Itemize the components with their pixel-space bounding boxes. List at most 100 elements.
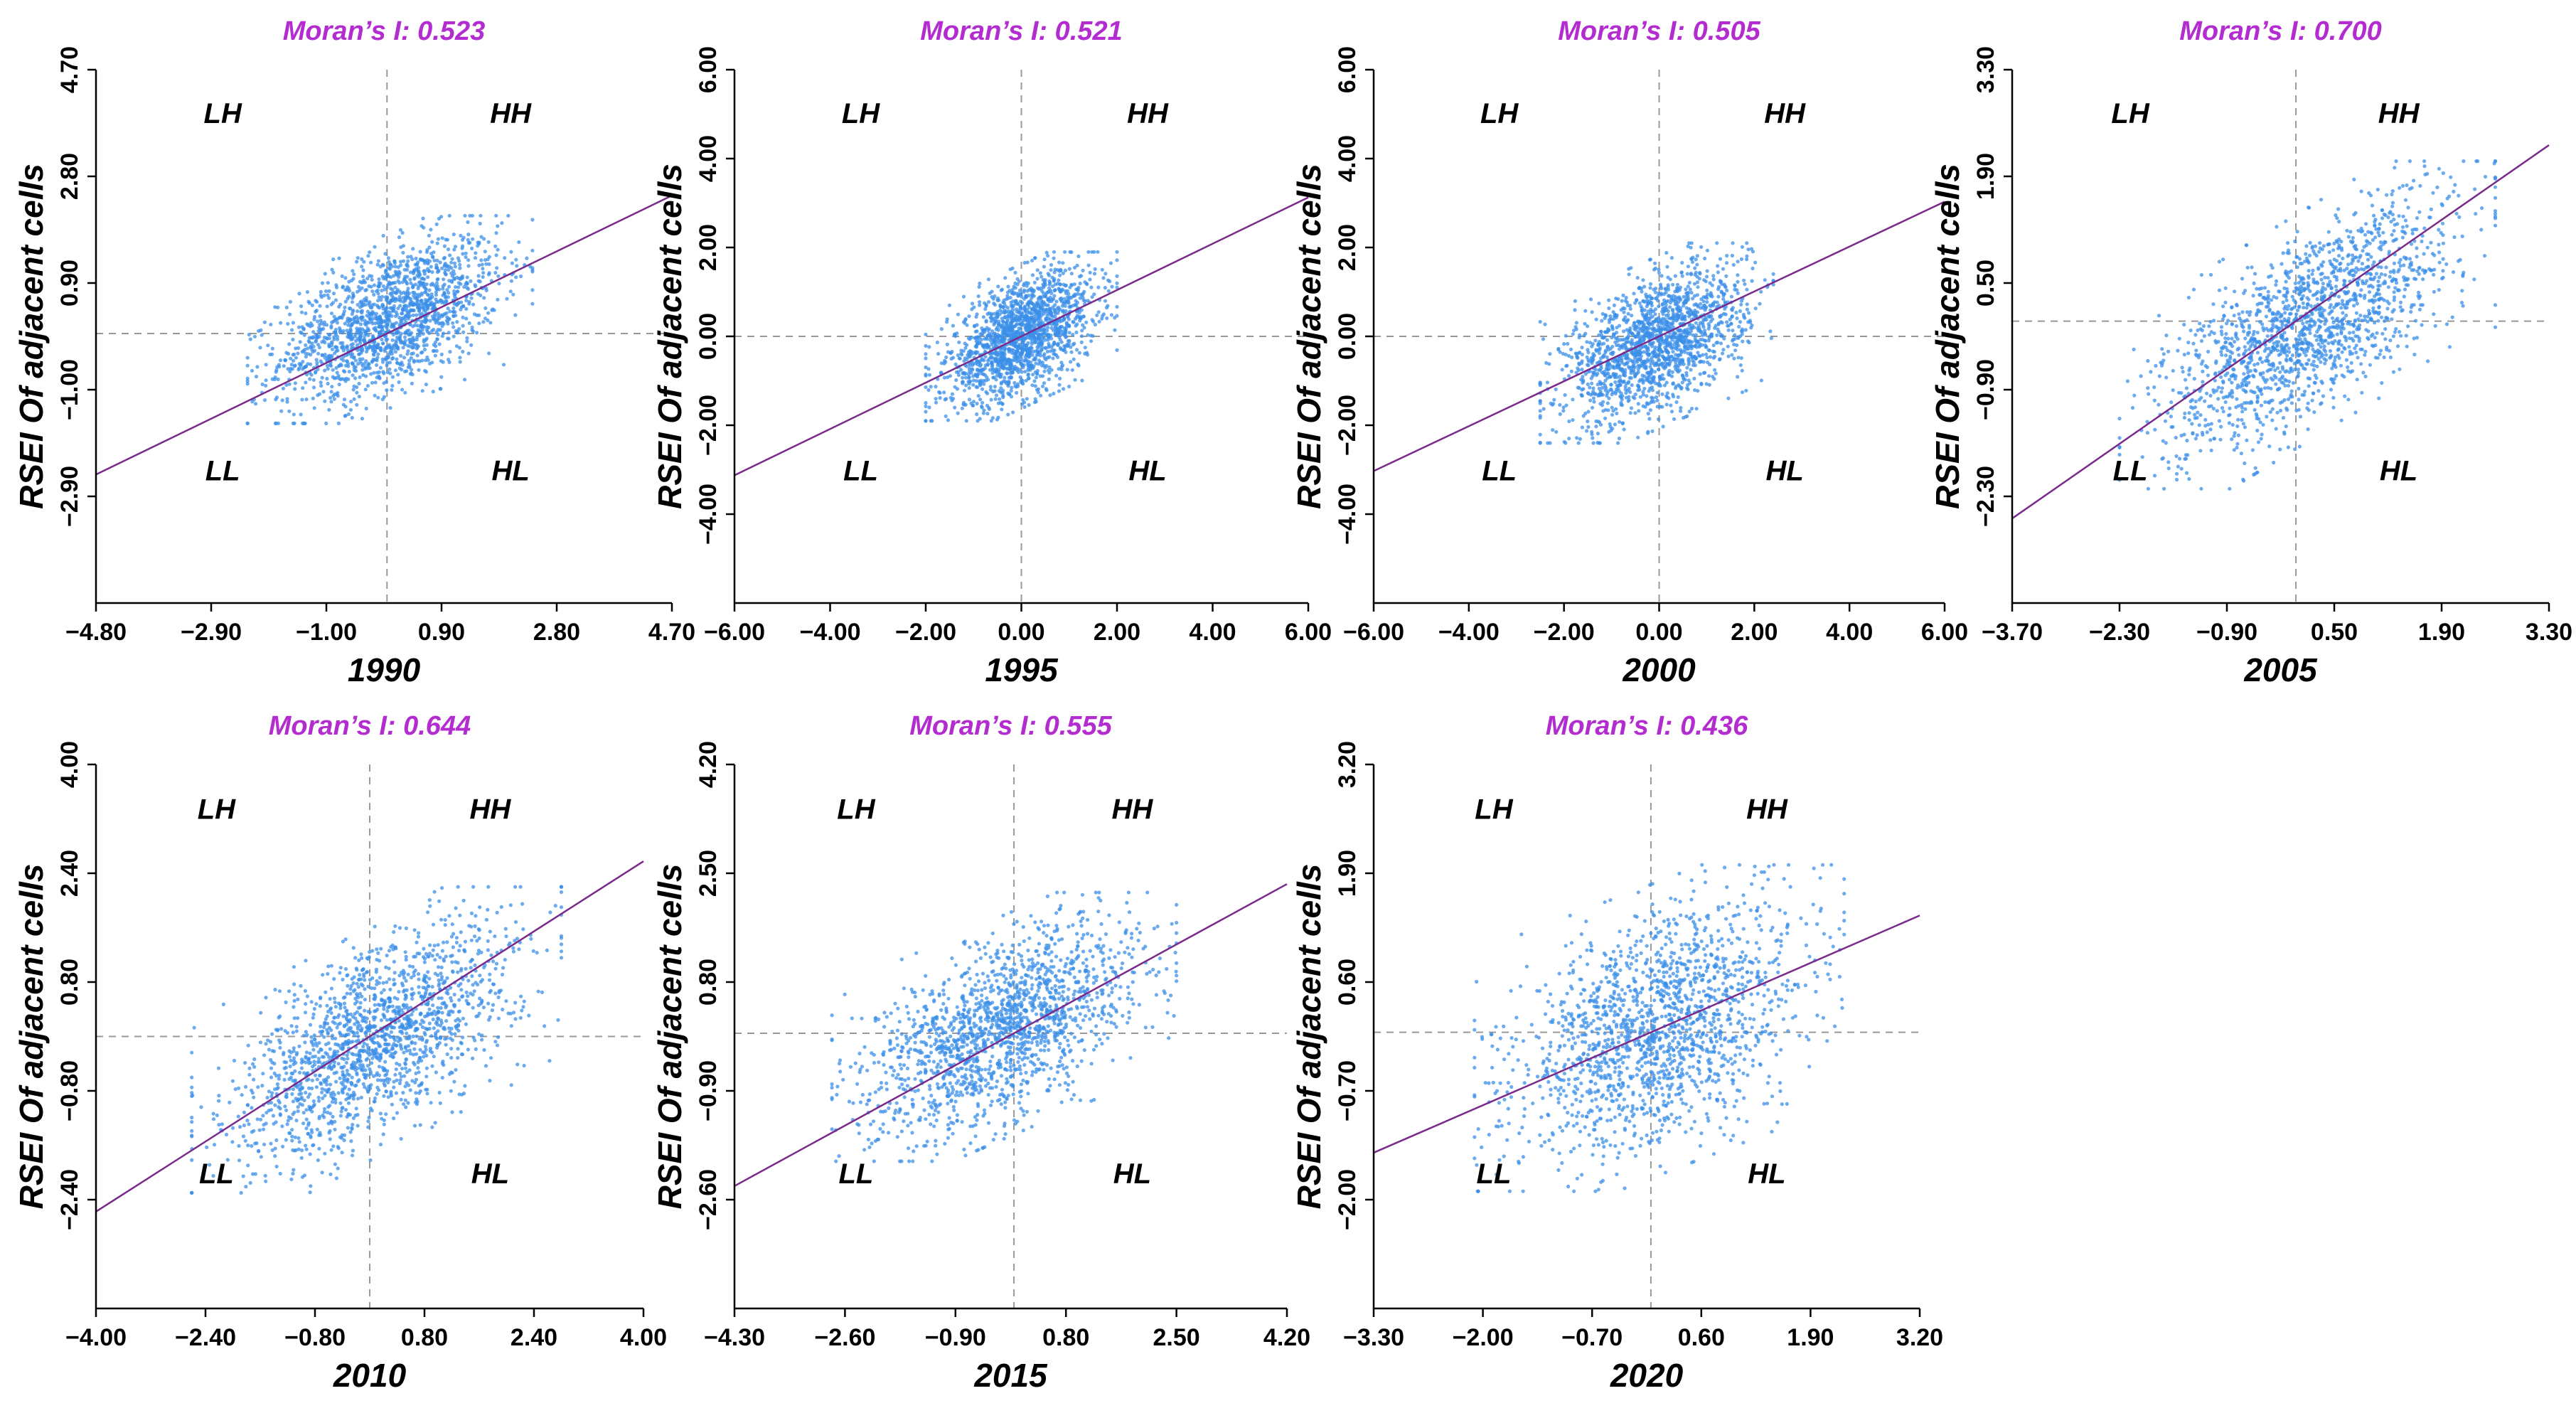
scatter-point — [416, 260, 420, 265]
scatter-point — [1057, 335, 1062, 339]
scatter-point — [1036, 316, 1040, 321]
scatter-point — [336, 348, 340, 353]
scatter-point — [1056, 343, 1060, 347]
scatter-point — [1583, 309, 1588, 313]
scatter-point — [362, 260, 366, 264]
scatter-point — [341, 341, 345, 345]
scatter-point — [321, 390, 326, 394]
scatter-point — [346, 412, 351, 417]
scatter-point — [451, 309, 456, 314]
scatter-point — [356, 309, 360, 314]
scatter-point — [1647, 299, 1652, 304]
scatter-point — [454, 285, 458, 289]
scatter-point — [1661, 425, 1665, 429]
scatter-point — [1014, 353, 1018, 357]
scatter-point — [1671, 282, 1675, 287]
scatter-point — [426, 293, 430, 297]
scatter-point — [1103, 286, 1107, 290]
scatter-point — [400, 363, 405, 367]
scatter-point — [1716, 294, 1721, 299]
scatter-point — [1722, 336, 1726, 341]
scatter-point — [406, 264, 410, 268]
scatter-point — [425, 247, 429, 252]
scatter-point — [329, 311, 334, 316]
scatter-point — [397, 366, 402, 370]
scatter-point — [1064, 283, 1068, 287]
scatter-point — [1689, 272, 1693, 276]
scatter-point — [1673, 386, 1678, 390]
scatter-point — [1025, 315, 1030, 319]
scatter-point — [331, 368, 335, 372]
scatter-point — [1027, 311, 1032, 315]
scatter-point — [993, 389, 997, 393]
scatter-point — [379, 348, 383, 352]
scatter-point — [1049, 326, 1054, 330]
scatter-point — [973, 361, 978, 366]
scatter-point — [1049, 313, 1053, 317]
scatter-point — [301, 326, 306, 331]
scatter-point — [1042, 369, 1047, 373]
scatter-point — [434, 290, 439, 294]
scatter-point — [415, 313, 419, 317]
scatter-point — [1021, 398, 1025, 402]
scatter-point — [1108, 279, 1112, 284]
scatter-point — [1541, 337, 1546, 341]
scatter-point — [406, 349, 410, 353]
scatter-point — [283, 358, 287, 362]
scatter-point — [999, 351, 1004, 355]
scatter-point — [1611, 351, 1615, 355]
scatter-point — [1610, 412, 1615, 417]
scatter-point — [1705, 269, 1709, 273]
scatter-point — [1716, 284, 1721, 289]
scatter-point — [441, 284, 445, 288]
scatter-point — [335, 392, 339, 397]
scatter-point — [1671, 381, 1675, 385]
scatter-point — [1731, 306, 1735, 310]
scatter-point — [973, 336, 977, 340]
scatter-point — [418, 279, 422, 284]
scatter-point — [314, 309, 318, 314]
scatter-point — [343, 321, 347, 326]
scatter-point — [1576, 441, 1581, 445]
scatter-point — [500, 221, 504, 225]
scatter-point — [1083, 346, 1087, 350]
scatter-point — [1705, 248, 1709, 252]
scatter-point — [437, 342, 442, 346]
scatter-point — [415, 335, 419, 339]
scatter-point — [424, 282, 429, 287]
scatter-point — [470, 246, 474, 250]
scatter-point — [493, 270, 498, 275]
scatter-point — [394, 321, 399, 325]
scatter-point — [1586, 419, 1590, 424]
scatter-point — [1621, 293, 1625, 297]
scatter-point — [343, 288, 348, 292]
scatter-point — [322, 336, 326, 340]
scatter-point — [360, 265, 364, 269]
scatter-point — [318, 314, 322, 319]
scatter-point — [268, 352, 272, 356]
scatter-point — [978, 417, 982, 421]
scatter-point — [1686, 284, 1690, 289]
scatter-point — [327, 336, 331, 341]
scatter-point — [519, 274, 523, 279]
scatter-point — [1721, 351, 1725, 356]
scatter-point — [297, 292, 301, 296]
scatter-point — [530, 288, 535, 292]
scatter-point — [442, 264, 447, 268]
scatter-point — [1040, 384, 1045, 388]
scatter-point — [390, 346, 394, 350]
scatter-point — [393, 368, 398, 373]
scatter-point — [1679, 312, 1684, 316]
scatter-point — [412, 277, 417, 281]
scatter-point — [944, 414, 948, 418]
scatter-point — [1538, 319, 1542, 324]
y-tick-label: 2.80 — [56, 153, 83, 200]
scatter-point — [1013, 358, 1017, 362]
scatter-point — [486, 318, 490, 322]
scatter-point — [1632, 292, 1636, 296]
scatter-point — [414, 292, 418, 297]
scatter-point — [317, 346, 321, 350]
scatter-point — [373, 314, 378, 319]
scatter-point — [440, 334, 444, 338]
scatter-point — [343, 305, 347, 309]
